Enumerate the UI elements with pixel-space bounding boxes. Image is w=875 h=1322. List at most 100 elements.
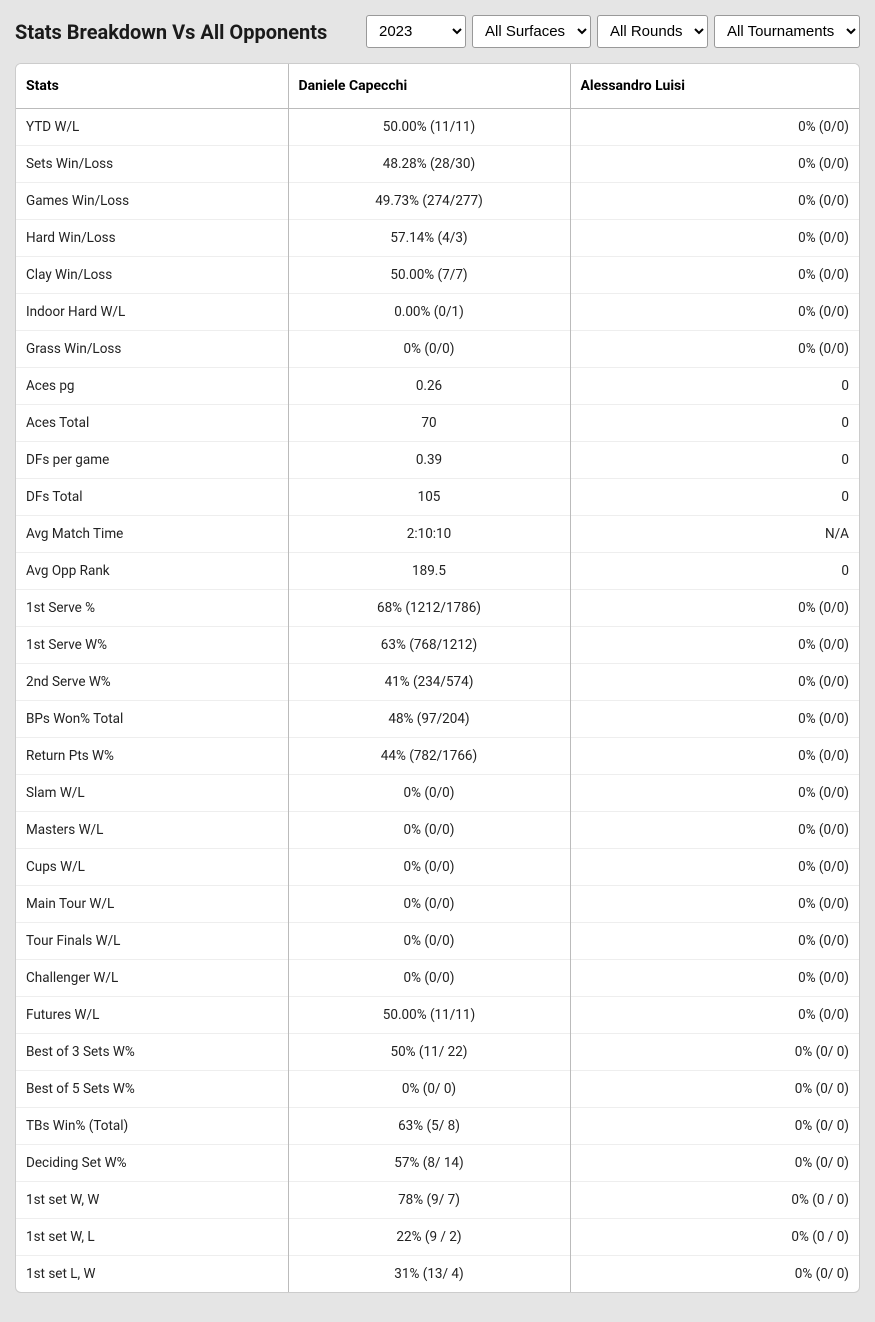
- stat-label: 1st set W, W: [16, 1182, 288, 1219]
- stat-label: 1st Serve %: [16, 590, 288, 627]
- table-row: Aces pg0.260: [16, 368, 859, 405]
- stat-value-player1: 0% (0/0): [288, 960, 570, 997]
- stat-value-player2: 0% (0 / 0): [570, 1219, 859, 1256]
- table-row: Challenger W/L0% (0/0)0% (0/0): [16, 960, 859, 997]
- stat-value-player2: 0% (0/0): [570, 960, 859, 997]
- stat-value-player1: 49.73% (274/277): [288, 183, 570, 220]
- stat-label: Cups W/L: [16, 849, 288, 886]
- stat-value-player1: 0.00% (0/1): [288, 294, 570, 331]
- stat-value-player2: 0: [570, 553, 859, 590]
- table-row: Avg Opp Rank189.50: [16, 553, 859, 590]
- stat-value-player1: 57.14% (4/3): [288, 220, 570, 257]
- stat-label: Challenger W/L: [16, 960, 288, 997]
- stat-value-player2: 0% (0/0): [570, 775, 859, 812]
- stat-value-player2: 0% (0/0): [570, 183, 859, 220]
- filters: 2023 All Surfaces All Rounds All Tournam…: [366, 15, 860, 48]
- stat-value-player1: 57% (8/ 14): [288, 1145, 570, 1182]
- table-row: 1st set L, W31% (13/ 4)0% (0/ 0): [16, 1256, 859, 1293]
- stat-value-player2: 0% (0/0): [570, 664, 859, 701]
- surface-select[interactable]: All Surfaces: [472, 15, 591, 48]
- stat-label: Avg Match Time: [16, 516, 288, 553]
- stat-value-player1: 48% (97/204): [288, 701, 570, 738]
- stat-value-player2: 0: [570, 479, 859, 516]
- stat-value-player1: 0% (0/0): [288, 775, 570, 812]
- stat-value-player1: 0.26: [288, 368, 570, 405]
- stat-label: Sets Win/Loss: [16, 146, 288, 183]
- stat-value-player1: 41% (234/574): [288, 664, 570, 701]
- table-row: 1st set W, L22% (9 / 2)0% (0 / 0): [16, 1219, 859, 1256]
- stat-label: Tour Finals W/L: [16, 923, 288, 960]
- stat-value-player1: 50.00% (7/7): [288, 257, 570, 294]
- stat-label: 1st Serve W%: [16, 627, 288, 664]
- stat-label: DFs per game: [16, 442, 288, 479]
- stat-value-player2: 0% (0/0): [570, 627, 859, 664]
- table-row: DFs Total1050: [16, 479, 859, 516]
- stat-value-player2: 0% (0/0): [570, 109, 859, 146]
- stat-value-player2: 0: [570, 368, 859, 405]
- stat-value-player1: 189.5: [288, 553, 570, 590]
- year-select[interactable]: 2023: [366, 15, 466, 48]
- stat-value-player1: 0% (0/0): [288, 812, 570, 849]
- stat-value-player2: N/A: [570, 516, 859, 553]
- stat-value-player1: 50.00% (11/11): [288, 109, 570, 146]
- stat-label: Hard Win/Loss: [16, 220, 288, 257]
- table-row: Grass Win/Loss0% (0/0)0% (0/0): [16, 331, 859, 368]
- round-select[interactable]: All Rounds: [597, 15, 708, 48]
- table-row: Tour Finals W/L0% (0/0)0% (0/0): [16, 923, 859, 960]
- stat-value-player1: 48.28% (28/30): [288, 146, 570, 183]
- stat-value-player1: 22% (9 / 2): [288, 1219, 570, 1256]
- table-row: Futures W/L50.00% (11/11)0% (0/0): [16, 997, 859, 1034]
- stat-label: Aces Total: [16, 405, 288, 442]
- stat-value-player1: 31% (13/ 4): [288, 1256, 570, 1293]
- stat-value-player2: 0% (0/ 0): [570, 1256, 859, 1293]
- stats-table-wrap: Stats Daniele Capecchi Alessandro Luisi …: [15, 63, 860, 1293]
- col-header-player1: Daniele Capecchi: [288, 64, 570, 109]
- stat-label: Deciding Set W%: [16, 1145, 288, 1182]
- stat-value-player1: 44% (782/1766): [288, 738, 570, 775]
- stat-value-player1: 0% (0/0): [288, 331, 570, 368]
- stat-label: YTD W/L: [16, 109, 288, 146]
- stat-value-player2: 0: [570, 442, 859, 479]
- stat-value-player2: 0% (0/0): [570, 997, 859, 1034]
- stat-value-player1: 0% (0/0): [288, 849, 570, 886]
- table-row: 1st Serve %68% (1212/1786)0% (0/0): [16, 590, 859, 627]
- stat-value-player2: 0% (0 / 0): [570, 1182, 859, 1219]
- stat-label: Avg Opp Rank: [16, 553, 288, 590]
- table-row: Deciding Set W%57% (8/ 14)0% (0/ 0): [16, 1145, 859, 1182]
- stat-value-player2: 0% (0/0): [570, 146, 859, 183]
- stat-value-player2: 0% (0/0): [570, 738, 859, 775]
- stat-label: 1st set W, L: [16, 1219, 288, 1256]
- table-row: Main Tour W/L0% (0/0)0% (0/0): [16, 886, 859, 923]
- table-row: Best of 3 Sets W%50% (11/ 22)0% (0/ 0): [16, 1034, 859, 1071]
- stat-value-player1: 68% (1212/1786): [288, 590, 570, 627]
- table-row: Masters W/L0% (0/0)0% (0/0): [16, 812, 859, 849]
- stat-value-player1: 105: [288, 479, 570, 516]
- table-row: Sets Win/Loss48.28% (28/30)0% (0/0): [16, 146, 859, 183]
- tournament-select[interactable]: All Tournaments: [714, 15, 860, 48]
- stat-value-player2: 0% (0/0): [570, 923, 859, 960]
- stat-label: Best of 5 Sets W%: [16, 1071, 288, 1108]
- stat-value-player1: 2:10:10: [288, 516, 570, 553]
- stat-label: Grass Win/Loss: [16, 331, 288, 368]
- stat-value-player1: 63% (768/1212): [288, 627, 570, 664]
- stat-value-player2: 0% (0/0): [570, 590, 859, 627]
- table-row: Clay Win/Loss50.00% (7/7)0% (0/0): [16, 257, 859, 294]
- page-title: Stats Breakdown Vs All Opponents: [15, 19, 327, 45]
- stat-label: Games Win/Loss: [16, 183, 288, 220]
- table-row: Return Pts W%44% (782/1766)0% (0/0): [16, 738, 859, 775]
- table-row: DFs per game0.390: [16, 442, 859, 479]
- stat-label: Aces pg: [16, 368, 288, 405]
- table-row: TBs Win% (Total)63% (5/ 8)0% (0/ 0): [16, 1108, 859, 1145]
- stat-value-player1: 78% (9/ 7): [288, 1182, 570, 1219]
- stat-value-player2: 0% (0/0): [570, 220, 859, 257]
- stat-value-player2: 0% (0/0): [570, 701, 859, 738]
- stat-value-player1: 63% (5/ 8): [288, 1108, 570, 1145]
- col-header-player2: Alessandro Luisi: [570, 64, 859, 109]
- stat-value-player1: 0% (0/0): [288, 886, 570, 923]
- table-row: Best of 5 Sets W%0% (0/ 0)0% (0/ 0): [16, 1071, 859, 1108]
- stat-label: DFs Total: [16, 479, 288, 516]
- stat-value-player2: 0: [570, 405, 859, 442]
- stat-label: Best of 3 Sets W%: [16, 1034, 288, 1071]
- stat-value-player2: 0% (0/0): [570, 849, 859, 886]
- stat-value-player2: 0% (0/ 0): [570, 1071, 859, 1108]
